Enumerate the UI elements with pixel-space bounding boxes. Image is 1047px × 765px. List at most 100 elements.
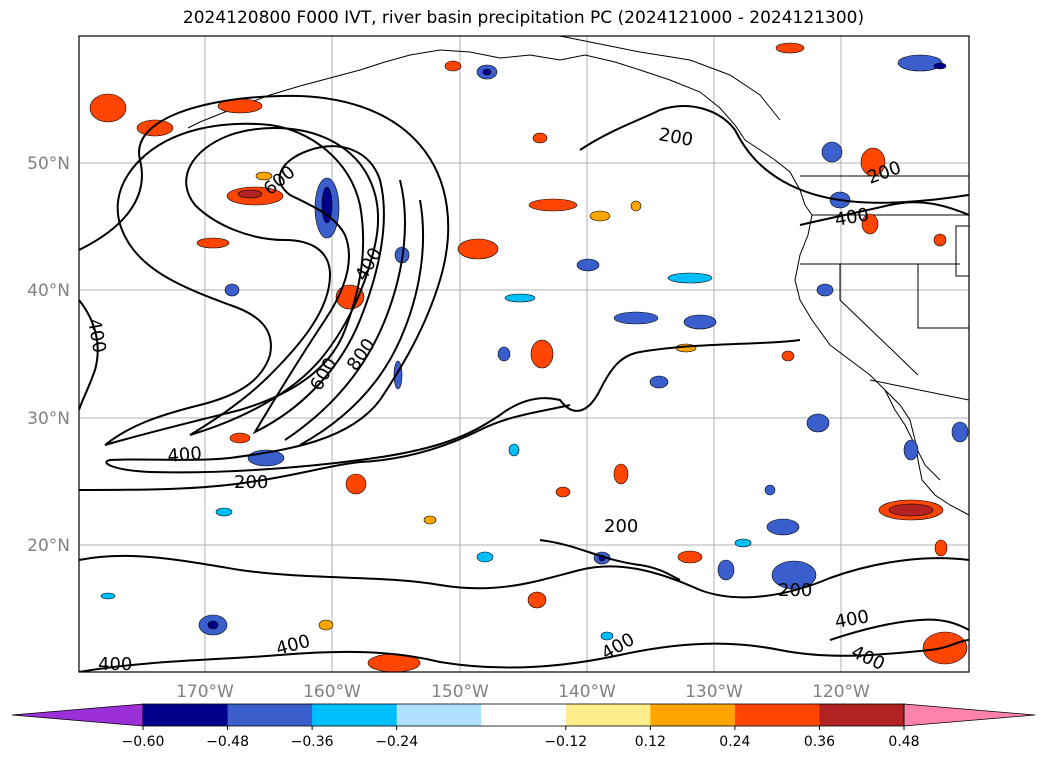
neg-blob <box>482 68 492 76</box>
neg-blob <box>224 283 240 297</box>
pos-blob <box>677 550 703 564</box>
map-frame <box>78 35 970 673</box>
neg-blob <box>897 54 943 72</box>
neg-blob <box>816 283 834 297</box>
state-border <box>839 264 919 376</box>
map-background <box>79 36 969 672</box>
pos-blob <box>229 432 251 444</box>
contour-label: 400 <box>167 443 203 467</box>
colorbar-tick-label: 0.24 <box>719 734 750 750</box>
colorbar-tick-label: 0.12 <box>635 734 666 750</box>
neg-blob <box>667 272 713 284</box>
neg-blob <box>683 314 717 330</box>
colorbar-tick-label: −0.48 <box>206 734 249 750</box>
neg-blob <box>734 538 752 548</box>
contour-south-400 <box>829 618 969 641</box>
colorbar-segment <box>312 704 398 726</box>
colorbar-tick-label: −0.60 <box>122 734 165 750</box>
lon-label: 170°W <box>176 682 234 700</box>
colorbar-tick-label: −0.24 <box>375 734 418 750</box>
pos-blob <box>423 515 437 525</box>
contour-400-south <box>79 639 969 672</box>
neg-blob <box>717 559 735 581</box>
pos-blob <box>528 198 578 212</box>
neg-blob <box>600 631 614 641</box>
neg-blob <box>951 421 969 443</box>
pos-blob <box>861 213 879 235</box>
colorbar-segment <box>143 704 229 726</box>
colorbar-tick-label: 0.36 <box>804 734 835 750</box>
neg-blob <box>508 443 520 457</box>
contour-200-mid <box>79 554 969 599</box>
colorbar-frame <box>142 703 905 727</box>
neg-blob <box>576 258 600 272</box>
bc-coast <box>744 139 813 216</box>
colorbar-segments <box>11 703 1036 727</box>
colorbar-segment <box>819 704 905 726</box>
lon-label: 160°W <box>303 682 361 700</box>
pos-blob <box>345 473 367 495</box>
pos-blob <box>781 350 795 362</box>
pos-blob <box>933 233 947 247</box>
neg-blob <box>100 592 116 600</box>
colorbar-tick-label: 0.48 <box>888 734 919 750</box>
lon-labels: 170°W 160°W 150°W 140°W 130°W 120°W <box>176 682 870 700</box>
state-border <box>917 264 969 329</box>
neg-blob <box>771 560 817 590</box>
colorbar-tick-label: −0.36 <box>291 734 334 750</box>
pos-blob <box>318 619 334 631</box>
state-border <box>869 379 969 401</box>
map: 200 400 600 800 600 400 400 600 800 400 … <box>27 35 970 700</box>
lon-label: 130°W <box>685 682 743 700</box>
lat-label: 30°N <box>27 409 70 429</box>
ivt-contours <box>79 94 969 672</box>
contour-600-ring <box>185 127 379 436</box>
chart-title: 2024120800 F000 IVT, river basin precipi… <box>182 8 865 28</box>
contour-400-north <box>799 201 969 226</box>
colorbar-segment <box>396 704 482 726</box>
alaska-interior <box>559 36 781 121</box>
neg-blob <box>806 413 830 433</box>
colorbar-tick-label: −0.12 <box>544 734 587 750</box>
neg-blob <box>613 311 659 325</box>
neg-blob <box>649 375 669 389</box>
contour-outer-cyclone <box>79 94 801 474</box>
coastlines <box>187 36 969 516</box>
baja-peninsula <box>884 389 941 481</box>
lat-label: 50°N <box>27 154 70 174</box>
pos-blob <box>530 339 554 369</box>
pos-blob <box>457 238 499 260</box>
contour-200-south <box>79 404 571 491</box>
pos-blob <box>444 60 462 72</box>
lon-label: 140°W <box>558 682 616 700</box>
neg-blob <box>821 141 843 163</box>
neg-blob <box>497 346 511 362</box>
contour-400-ring <box>104 122 365 446</box>
contour-inner-jet-2 <box>299 199 425 446</box>
pos-blob <box>136 119 174 137</box>
contour-800-ring <box>252 145 385 435</box>
pos-blob <box>775 42 805 54</box>
colorbar-segment <box>650 704 736 726</box>
neg-blob <box>215 507 233 517</box>
contour-label: 200 <box>234 472 268 493</box>
colorbar-segment <box>481 704 567 726</box>
pos-blob <box>613 463 629 485</box>
colorbar-segment <box>227 704 313 726</box>
pos-blob <box>255 171 273 181</box>
pos-blob <box>888 503 934 517</box>
pos-blob <box>630 200 642 212</box>
pos-blob <box>527 591 547 609</box>
neg-blob <box>207 620 219 630</box>
lat-label: 20°N <box>27 536 70 556</box>
pos-blob <box>196 237 230 249</box>
pos-blob <box>555 486 571 498</box>
contour-label: 400 <box>98 654 132 675</box>
state-border <box>955 225 969 277</box>
lon-label: 120°W <box>812 682 870 700</box>
lat-labels: 50°N 40°N 30°N 20°N <box>27 154 70 556</box>
neg-blob <box>764 484 776 496</box>
pos-blob <box>934 539 948 557</box>
pos-blob <box>860 147 886 177</box>
pos-blob <box>89 93 127 123</box>
